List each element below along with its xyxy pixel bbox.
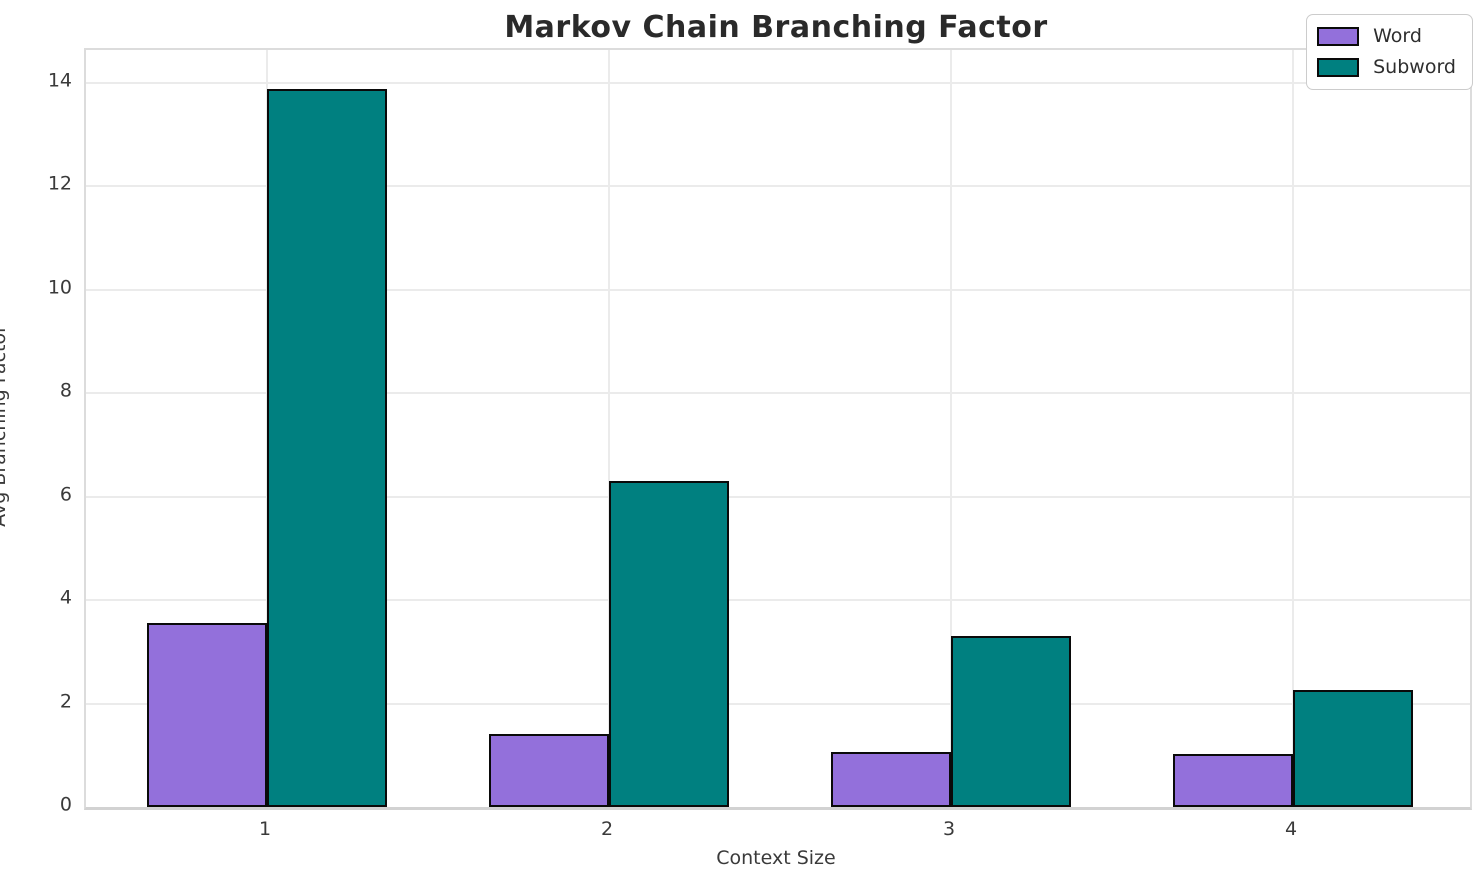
gridline-x-2 xyxy=(608,50,610,807)
gridline-y-2 xyxy=(86,702,1470,705)
subword-swatch-icon xyxy=(1317,57,1360,77)
gridline-y-10 xyxy=(86,288,1470,291)
chart-title: Markov Chain Branching Factor xyxy=(504,10,1048,45)
bar-word-context-2 xyxy=(489,734,609,807)
legend-entry-subword: Subword xyxy=(1317,55,1456,78)
legend-entry-word: Word xyxy=(1317,26,1456,47)
gridline-y-14 xyxy=(86,81,1470,84)
y-tick-label-10: 10 xyxy=(47,276,72,299)
bar-word-context-3 xyxy=(831,751,951,807)
y-axis-ticks: 0 2 4 6 8 10 12 14 xyxy=(0,48,72,814)
y-tick-label-2: 2 xyxy=(59,690,72,713)
x-tick-label-2: 2 xyxy=(600,818,614,840)
y-tick-label-4: 4 xyxy=(59,586,72,609)
x-tick-label-1: 1 xyxy=(258,818,272,840)
bar-subword-context-3 xyxy=(951,635,1071,807)
bar-subword-context-4 xyxy=(1292,689,1413,807)
bar-subword-context-1 xyxy=(267,88,387,807)
word-swatch-icon xyxy=(1317,26,1360,46)
plot-area xyxy=(84,48,1472,810)
y-tick-label-0: 0 xyxy=(59,793,72,816)
y-tick-label-8: 8 xyxy=(59,379,72,402)
bar-word-context-1 xyxy=(147,622,268,807)
gridline-y-6 xyxy=(86,495,1470,498)
legend-label-subword: Subword xyxy=(1373,55,1456,78)
bar-word-context-4 xyxy=(1172,754,1293,807)
bar-subword-context-2 xyxy=(609,481,729,807)
y-tick-label-6: 6 xyxy=(59,483,72,506)
gridline-y-12 xyxy=(86,185,1470,188)
x-tick-label-3: 3 xyxy=(942,818,956,840)
gridline-y-8 xyxy=(86,392,1470,395)
x-axis-ticks: 1 2 3 4 xyxy=(84,820,1468,846)
legend: Word Subword xyxy=(1306,14,1473,90)
x-tick-label-4: 4 xyxy=(1284,818,1298,840)
gridline-x-3 xyxy=(950,50,952,807)
legend-label-word: Word xyxy=(1373,25,1422,47)
y-tick-label-14: 14 xyxy=(47,69,72,92)
gridline-x-4 xyxy=(1291,50,1294,807)
x-axis-label: Context Size xyxy=(716,847,836,869)
gridline-y-4 xyxy=(86,599,1470,602)
y-tick-label-12: 12 xyxy=(47,172,72,195)
